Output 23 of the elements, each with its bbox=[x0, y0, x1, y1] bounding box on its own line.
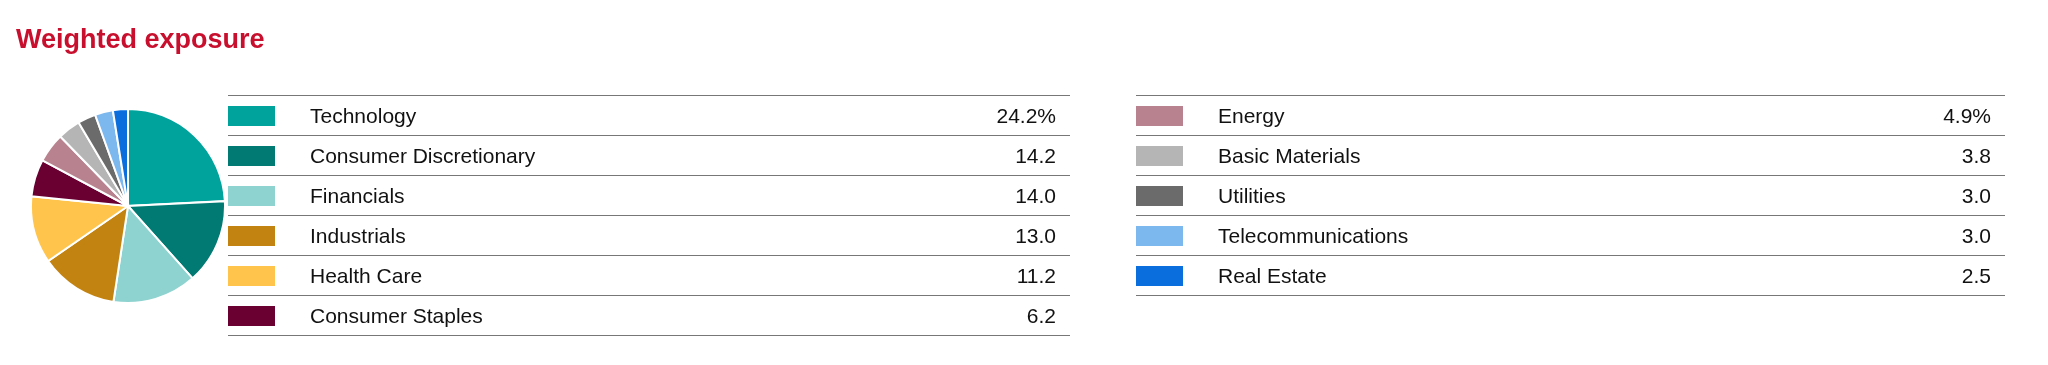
data-label: 14.0 bbox=[1015, 184, 1056, 208]
legend-label: Industrials bbox=[310, 224, 406, 248]
legend-label: Health Care bbox=[310, 264, 423, 288]
legend-label: Basic Materials bbox=[1218, 144, 1361, 168]
data-label: 14.2 bbox=[1015, 144, 1056, 168]
data-label: 24.2% bbox=[996, 104, 1056, 128]
data-label: 11.2 bbox=[1016, 264, 1056, 288]
data-label: 2.5 bbox=[1961, 264, 1991, 288]
data-label: 4.9% bbox=[1943, 104, 1991, 128]
legend-label: Real Estate bbox=[1218, 264, 1327, 288]
data-label: 6.2 bbox=[1026, 304, 1056, 328]
legend-label: Consumer Discretionary bbox=[310, 144, 536, 168]
data-label: 3.8 bbox=[1961, 144, 1991, 168]
legend-label: Consumer Staples bbox=[310, 304, 483, 328]
legend-label: Utilities bbox=[1218, 184, 1286, 208]
legend-label: Telecommunications bbox=[1218, 224, 1409, 248]
legend-label: Technology bbox=[310, 104, 417, 128]
data-label: 3.0 bbox=[1961, 224, 1991, 248]
data-label: 3.0 bbox=[1961, 184, 1991, 208]
data-label: 13.0 bbox=[1015, 224, 1056, 248]
chart-title: Weighted exposure bbox=[16, 24, 265, 55]
legend-label: Financials bbox=[310, 184, 405, 208]
legend-label: Energy bbox=[1218, 104, 1285, 128]
